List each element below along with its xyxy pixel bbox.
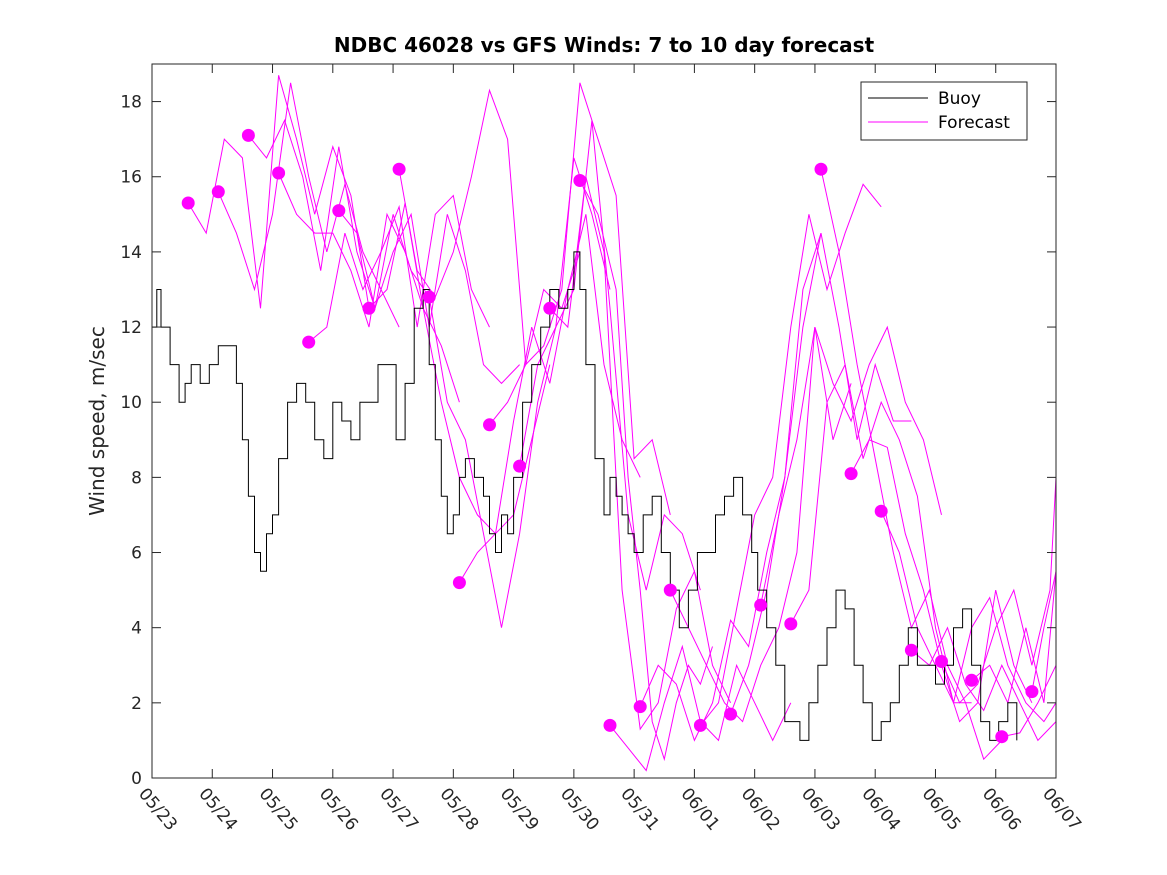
forecast-series-17 (669, 327, 852, 723)
forecast-series-25 (911, 626, 1056, 742)
forecast-marker (935, 655, 948, 668)
forecast-marker (362, 301, 376, 315)
forecast-series-18 (700, 183, 882, 726)
forecast-series-27 (971, 571, 1056, 705)
forecast-series-20 (760, 325, 942, 606)
series-layer (152, 75, 1056, 772)
y-tick-label: 0 (131, 769, 142, 789)
forecast-series-10 (458, 214, 641, 583)
x-tick-label: 05/26 (315, 784, 362, 834)
forecast-marker (241, 128, 255, 142)
x-tick-label: 05/27 (375, 784, 422, 834)
axes-box (151, 63, 1057, 779)
legend-box (860, 81, 1028, 141)
x-tick-label: 06/05 (918, 784, 965, 834)
y-tick-label: 12 (120, 318, 142, 338)
forecast-marker (663, 583, 677, 597)
y-tick-label: 8 (131, 468, 142, 488)
forecast-marker (181, 196, 195, 210)
y-tick-label: 14 (120, 243, 142, 263)
forecast-marker (1025, 685, 1039, 699)
x-tick-label: 06/03 (797, 784, 844, 834)
x-tick-label: 05/29 (496, 784, 543, 834)
forecast-marker (995, 730, 1009, 744)
forecast-marker (814, 162, 828, 176)
forecast-marker (693, 718, 707, 732)
legend: Buoy Forecast (860, 81, 1028, 141)
forecast-marker (302, 335, 316, 349)
forecast-series-11 (489, 82, 671, 516)
forecast-marker (874, 504, 888, 518)
forecast-series-13 (549, 176, 732, 731)
forecast-marker (543, 301, 557, 315)
y-tick-label: 6 (131, 544, 142, 564)
forecast-marker (332, 204, 346, 218)
forecast-marker (422, 290, 436, 304)
x-tick-label: 06/04 (857, 784, 904, 834)
forecast-marker (513, 459, 527, 473)
x-tick-label: 05/28 (436, 784, 483, 834)
x-tick-label: 06/02 (737, 784, 784, 834)
forecast-marker (573, 174, 587, 187)
x-tick-label: 06/07 (1038, 784, 1085, 834)
forecast-marker (844, 467, 858, 481)
forecast-series-28 (1001, 665, 1056, 738)
y-tick-label: 18 (120, 93, 142, 113)
y-tick-label: 4 (131, 619, 142, 639)
x-tick-label: 05/31 (616, 784, 663, 834)
x-tick-label: 05/23 (134, 784, 181, 834)
forecast-series-26 (941, 477, 1056, 704)
x-tick-label: 05/25 (255, 784, 302, 834)
y-tick-label: 16 (120, 168, 142, 188)
forecast-series-2 (217, 82, 400, 328)
forecast-series-12 (519, 120, 701, 591)
forecast-marker (483, 418, 496, 432)
forecast-marker (784, 617, 798, 631)
plot-area: 0 2 4 6 8 10 12 14 16 18 05/23 05/24 05/25 05/26 05/27… (120, 63, 1085, 835)
forecast-marker (211, 185, 225, 199)
forecast-series-14 (579, 180, 713, 762)
chart-title: NDBC 46028 vs GFS Winds: 7 to 10 day for… (334, 33, 875, 57)
x-tick-label: 05/30 (556, 784, 603, 834)
forecast-marker (724, 707, 738, 721)
legend-buoy-label: Buoy (938, 89, 981, 109)
forecast-marker (633, 700, 647, 714)
forecast-marker (603, 718, 617, 732)
forecast-marker (965, 673, 979, 687)
forecast-series-21 (790, 363, 972, 704)
forecast-marker (392, 162, 406, 176)
buoy-series (152, 251, 1018, 741)
y-axis-label: Wind speed, m/sec (85, 326, 109, 516)
x-tick-label: 06/06 (978, 784, 1025, 834)
forecast-series-19 (730, 232, 912, 715)
forecast-marker (272, 166, 286, 180)
forecast-series-1 (187, 75, 370, 309)
y-tick-label: 10 (120, 393, 142, 413)
forecast-marker (754, 598, 768, 612)
forecast-marker (452, 576, 466, 590)
x-tick-label: 06/01 (677, 784, 724, 834)
forecast-series-29 (1031, 571, 1056, 692)
forecast-series-16 (639, 233, 822, 742)
legend-forecast-label: Forecast (938, 113, 1010, 133)
y-tick-label: 2 (131, 694, 142, 714)
x-tick-label: 05/24 (194, 784, 241, 834)
forecast-marker (904, 643, 918, 657)
